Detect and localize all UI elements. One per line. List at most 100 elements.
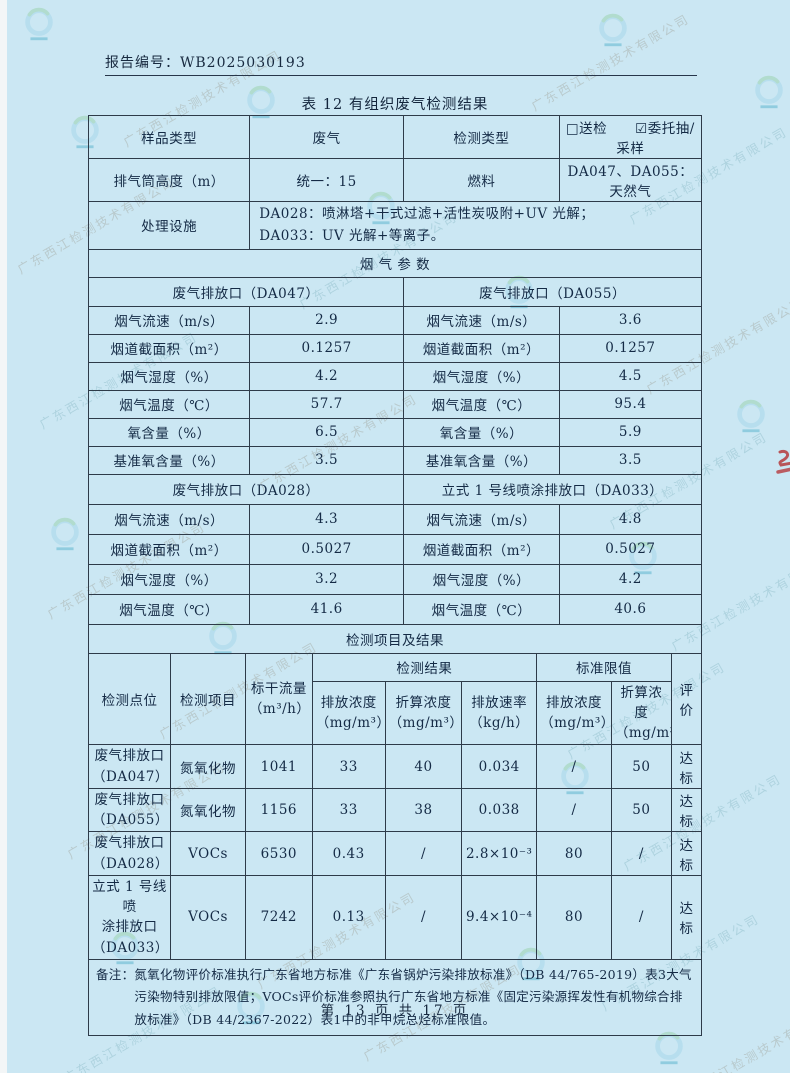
treatment-line-1: DA028：喷淋塔+干式过滤+活性炭吸附+UV 光解； [259, 206, 595, 222]
param-value: 4.2 [558, 563, 703, 595]
param-label: 烟道截面积（m²） [403, 533, 560, 565]
param-value: 40.6 [558, 593, 703, 625]
param-value: 0.1257 [249, 333, 405, 363]
treatment-label: 处理设施 [87, 201, 251, 250]
limit-conc-cell: / [536, 787, 612, 833]
outlet-header-da055: 废气排放口（DA055） [403, 276, 702, 307]
scan-edge [0, 0, 7, 1073]
param-value: 0.1257 [558, 333, 703, 363]
param-label: 基准氧含量（%） [87, 445, 251, 475]
param-label: 烟气流速（m/s） [403, 305, 560, 335]
param-label: 氧含量（%） [87, 417, 251, 447]
point-cell: 立式 1 号线喷 涂排放口 （DA033） [87, 874, 172, 960]
param-value: 3.5 [558, 445, 703, 475]
param-value: 4.2 [249, 361, 405, 391]
info-and-flue-table: 样品类型 废气 检测类型 □送检 ☑委托抽/采样 排气筒高度（m） 统一：15 … [87, 115, 703, 625]
test-type-checkboxes: □送检 ☑委托抽/采样 [558, 115, 703, 159]
limit-conv-cell: / [610, 874, 672, 960]
flow-cell: 1156 [244, 787, 313, 833]
conv-cell: / [384, 831, 463, 876]
treatment-value: DA028：喷淋塔+干式过滤+活性炭吸附+UV 光解； DA033：UV 光解+… [249, 201, 702, 250]
report-number-label: 报告编号： [105, 55, 180, 71]
item-cell: VOCs [170, 831, 246, 876]
outlet-header-da033: 立式 1 号线喷涂排放口（DA033） [403, 473, 702, 505]
result-row-da028: 废气排放口 （DA028） VOCs 6530 0.43 / 2.8×10⁻³ 8… [87, 831, 703, 876]
limit-conv-cell: 50 [610, 787, 672, 833]
param-label: 烟气湿度（%） [87, 563, 251, 595]
col-header-emission-conc: 排放浓度 （mg/m³） [311, 680, 386, 746]
col-header-item: 检测项目 [170, 652, 246, 746]
report-number-value: WB2025030193 [180, 55, 306, 71]
group-header-limits: 标准限值 [536, 652, 672, 682]
param-label: 烟气湿度（%） [87, 361, 251, 391]
rate-cell: 2.8×10⁻³ [461, 831, 538, 876]
test-type-label: 检测类型 [403, 115, 560, 159]
flow-cell: 1041 [244, 744, 313, 789]
result-row-da047: 废气排放口 （DA047） 氮氧化物 1041 33 40 0.034 / 50 … [87, 744, 703, 789]
item-cell: VOCs [170, 874, 246, 960]
conv-cell: / [384, 874, 463, 960]
result-row-da033: 立式 1 号线喷 涂排放口 （DA033） VOCs 7242 0.13 / 9.4… [87, 874, 703, 960]
param-value: 5.9 [558, 417, 703, 447]
param-value: 4.8 [558, 503, 703, 535]
flow-cell: 7242 [244, 874, 313, 960]
red-ink-mark [776, 450, 790, 474]
param-label: 烟气温度（℃） [87, 389, 251, 419]
fuel-value: DA047、DA055：天然气 [558, 158, 703, 202]
conc-cell: 33 [311, 744, 386, 789]
flow-cell: 6530 [244, 831, 313, 876]
rate-cell: 9.4×10⁻⁴ [461, 874, 538, 960]
param-value: 6.5 [249, 417, 405, 447]
param-label: 烟气流速（m/s） [87, 503, 251, 535]
evaluation-cell: 达标 [670, 787, 703, 833]
item-cell: 氮氧化物 [170, 787, 246, 833]
point-cell: 废气排放口 （DA055） [87, 787, 172, 833]
param-label: 烟气温度（℃） [403, 593, 560, 625]
rate-cell: 0.034 [461, 744, 538, 789]
flue-section-title: 烟 气 参 数 [88, 248, 702, 278]
sample-type-value: 废气 [249, 115, 405, 159]
param-value: 2.9 [249, 305, 405, 335]
col-header-point: 检测点位 [87, 652, 172, 746]
param-value: 0.5027 [558, 533, 703, 565]
col-header-converted-conc: 折算浓度 （mg/m³） [384, 680, 463, 746]
param-label: 烟气流速（m/s） [87, 305, 251, 335]
page-footer: 第 13 页 共 17 页 [320, 1003, 470, 1019]
conv-cell: 38 [384, 787, 463, 833]
conc-cell: 0.13 [311, 874, 386, 960]
param-value: 3.5 [249, 445, 405, 475]
param-label: 烟道截面积（m²） [403, 333, 560, 363]
group-header-results: 检测结果 [311, 652, 538, 682]
outlet-header-da028: 废气排放口（DA028） [87, 473, 405, 505]
limit-conv-cell: 50 [610, 744, 672, 789]
col-header-evaluation: 评价 [670, 652, 703, 746]
limit-conc-cell: / [536, 744, 612, 789]
item-cell: 氮氧化物 [170, 744, 246, 789]
limit-conv-cell: / [610, 831, 672, 876]
note-row: 备注： 氮氧化物评价标准执行广东省地方标准《广东省锅炉污染排放标准》（DB 44… [88, 958, 702, 1037]
conc-cell: 0.43 [311, 831, 386, 876]
evaluation-cell: 达标 [670, 874, 703, 960]
result-row-da055: 废气排放口 （DA055） 氮氧化物 1156 33 38 0.038 / 50 … [87, 787, 703, 833]
limit-conc-cell: 80 [536, 831, 612, 876]
param-value: 4.5 [558, 361, 703, 391]
evaluation-cell: 达标 [670, 831, 703, 876]
param-label: 氧含量（%） [403, 417, 560, 447]
col-header-emission-rate: 排放速率 （kg/h） [461, 680, 538, 746]
param-value: 95.4 [558, 389, 703, 419]
param-label: 烟气湿度（%） [403, 563, 560, 595]
note-cell: 备注： 氮氧化物评价标准执行广东省地方标准《广东省锅炉污染排放标准》（DB 44… [88, 958, 702, 1037]
param-value: 41.6 [249, 593, 405, 625]
limit-conc-cell: 80 [536, 874, 612, 960]
note-text: 氮氧化物评价标准执行广东省地方标准《广东省锅炉污染排放标准》（DB 44/765… [134, 966, 692, 1027]
note-label: 备注： [96, 966, 135, 982]
point-cell: 废气排放口 （DA047） [87, 744, 172, 789]
col-header-flow: 标干流量 （m³/h） [244, 652, 313, 746]
results-section-title: 检测项目及结果 [88, 623, 702, 654]
col-header-limit-conc: 排放浓度 （mg/m³） [536, 680, 612, 746]
point-cell: 废气排放口 （DA028） [87, 831, 172, 876]
param-value: 3.2 [249, 563, 405, 595]
param-label: 烟气温度（℃） [87, 593, 251, 625]
param-label: 烟气温度（℃） [403, 389, 560, 419]
